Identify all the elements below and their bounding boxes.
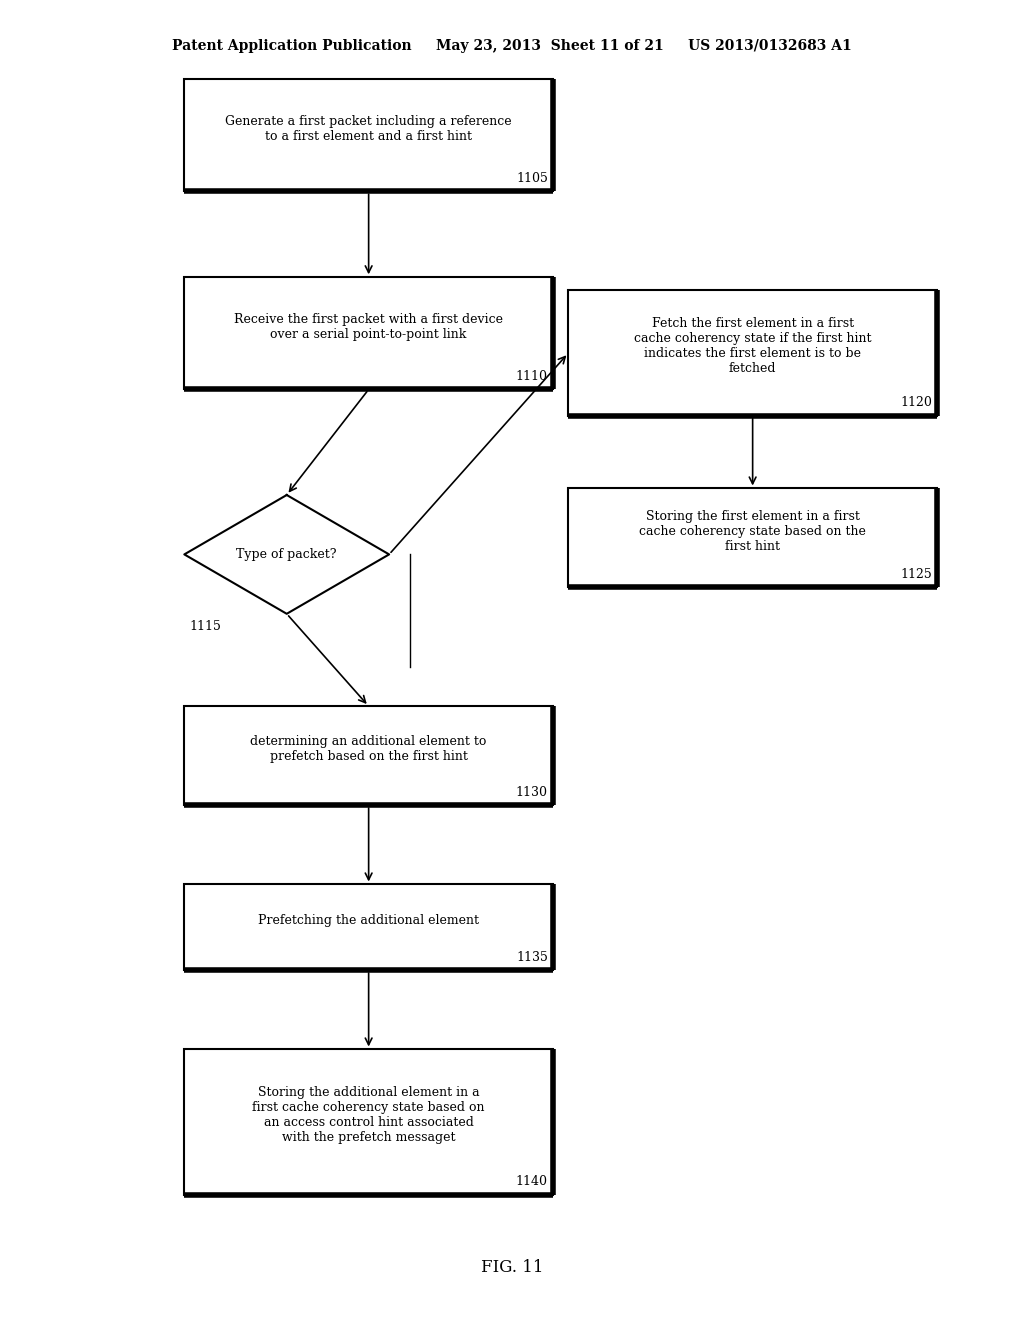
- FancyBboxPatch shape: [184, 884, 553, 970]
- Text: 1140: 1140: [516, 1175, 548, 1188]
- Text: 1125: 1125: [900, 568, 932, 581]
- Text: Receive the first packet with a first device
over a serial point-to-point link: Receive the first packet with a first de…: [234, 313, 503, 341]
- Text: determining an additional element to
prefetch based on the first hint: determining an additional element to pre…: [251, 735, 486, 763]
- Text: Generate a first packet including a reference
to a first element and a first hin: Generate a first packet including a refe…: [225, 115, 512, 143]
- Text: 1135: 1135: [516, 950, 548, 964]
- Text: 1120: 1120: [900, 396, 932, 409]
- FancyBboxPatch shape: [568, 488, 937, 587]
- Text: 1105: 1105: [516, 172, 548, 185]
- FancyBboxPatch shape: [184, 1049, 553, 1195]
- Text: Type of packet?: Type of packet?: [237, 548, 337, 561]
- FancyBboxPatch shape: [568, 290, 937, 416]
- Polygon shape: [184, 495, 389, 614]
- Text: 1110: 1110: [516, 370, 548, 383]
- Text: Patent Application Publication     May 23, 2013  Sheet 11 of 21     US 2013/0132: Patent Application Publication May 23, 2…: [172, 40, 852, 53]
- Text: Storing the first element in a first
cache coherency state based on the
first hi: Storing the first element in a first cac…: [639, 510, 866, 553]
- FancyBboxPatch shape: [184, 706, 553, 805]
- Text: Prefetching the additional element: Prefetching the additional element: [258, 915, 479, 927]
- Text: Storing the additional element in a
first cache coherency state based on
an acce: Storing the additional element in a firs…: [252, 1086, 485, 1144]
- Text: 1130: 1130: [516, 785, 548, 799]
- Text: 1115: 1115: [189, 620, 221, 634]
- FancyBboxPatch shape: [184, 79, 553, 191]
- Text: Fetch the first element in a first
cache coherency state if the first hint
indic: Fetch the first element in a first cache…: [634, 318, 871, 375]
- FancyBboxPatch shape: [184, 277, 553, 389]
- Text: FIG. 11: FIG. 11: [480, 1259, 544, 1275]
